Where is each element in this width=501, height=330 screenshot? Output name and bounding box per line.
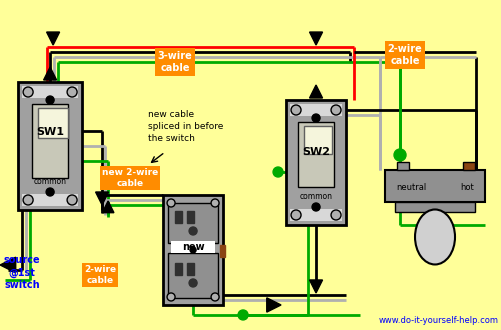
Polygon shape [44,67,57,80]
Text: new: new [181,242,204,252]
Bar [18,82,82,210]
Polygon shape [309,32,322,45]
Text: SW1: SW1 [36,127,64,137]
Circle shape [291,105,301,115]
Circle shape [23,195,33,205]
Bar [187,211,194,223]
Text: 3-wire
cable: 3-wire cable [157,51,192,73]
Bar [32,104,68,178]
Bar [22,86,78,98]
Bar [384,170,484,202]
Bar [187,263,194,275]
Text: common: common [34,178,67,186]
Circle shape [189,279,197,287]
Circle shape [237,310,247,320]
Bar [168,253,217,298]
Circle shape [67,87,77,97]
Text: www.do-it-yourself-help.com: www.do-it-yourself-help.com [378,316,498,325]
Bar [462,162,474,170]
Bar [168,203,217,243]
Circle shape [330,105,340,115]
Polygon shape [95,192,108,205]
Text: common: common [299,192,332,202]
Bar [290,209,341,221]
Circle shape [167,293,175,301]
Circle shape [312,114,320,122]
Polygon shape [266,298,281,312]
Polygon shape [102,201,114,213]
Polygon shape [47,32,60,45]
Bar [304,126,331,154]
Circle shape [291,210,301,220]
Bar [286,100,345,225]
Polygon shape [0,257,16,273]
Bar [38,108,68,138]
Text: 2-wire
cable: 2-wire cable [387,44,421,66]
Text: neutral: neutral [395,183,425,192]
Text: new cable
spliced in before
the switch: new cable spliced in before the switch [148,110,223,143]
Circle shape [46,188,54,196]
Circle shape [210,293,218,301]
Text: new 2-wire
cable: new 2-wire cable [102,168,158,188]
Polygon shape [309,280,322,293]
Text: SW2: SW2 [302,147,329,157]
Circle shape [167,199,175,207]
Bar [396,162,408,170]
Polygon shape [309,85,322,98]
Circle shape [330,210,340,220]
Circle shape [67,195,77,205]
Bar [163,195,222,305]
Bar [219,245,224,257]
Circle shape [273,167,283,177]
Text: source
@1st
switch: source @1st switch [4,255,41,290]
Circle shape [46,96,54,104]
Bar [394,202,474,212]
Bar [22,194,78,206]
Bar [298,122,333,187]
Text: 2-wire
cable: 2-wire cable [84,265,116,285]
Circle shape [210,199,218,207]
Circle shape [393,149,405,161]
Ellipse shape [414,210,454,264]
Circle shape [23,87,33,97]
Bar [175,211,182,223]
Circle shape [189,227,197,235]
Circle shape [190,247,196,253]
Bar [171,241,214,253]
Bar [175,263,182,275]
Circle shape [312,203,320,211]
Bar [290,104,341,116]
Text: hot: hot [459,183,473,192]
